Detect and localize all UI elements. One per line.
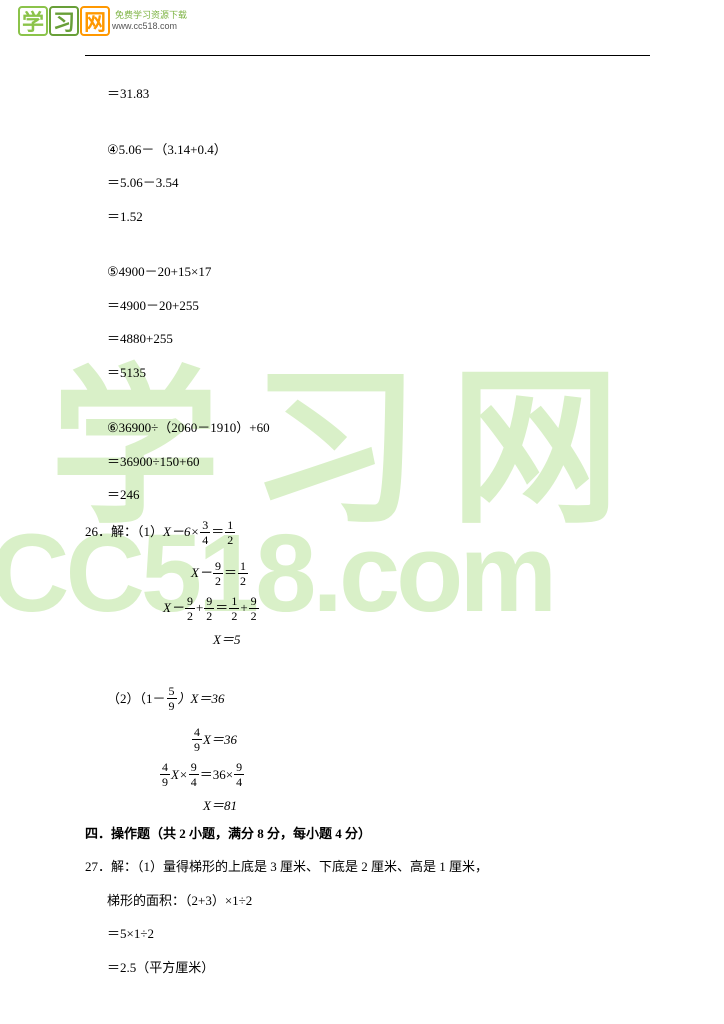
q26-line2: X－ 92 ＝ 12	[85, 560, 650, 587]
calc-line: ＝4880+255	[85, 329, 650, 349]
q26-line3: X－ 92 + 92 ＝ 12 + 92	[85, 595, 650, 622]
logo-url: www.cc518.com	[112, 21, 187, 31]
calc-line: ⑥36900÷（2060－1910）+60	[85, 418, 650, 438]
calc-line: ＝31.83	[85, 84, 650, 104]
q26-p2eq4: X＝81	[203, 796, 237, 816]
eq-sign: ＝	[211, 522, 224, 542]
fraction: 94	[234, 761, 244, 788]
logo-char-2: 习	[49, 6, 79, 36]
logo-chars: 学 习 网	[18, 6, 110, 36]
fraction: 49	[160, 761, 170, 788]
q27-line4: ＝2.5（平方厘米）	[85, 958, 650, 978]
logo-side: 免费学习资源下载 www.cc518.com	[112, 11, 187, 31]
fraction: 92	[213, 560, 223, 587]
calc-line: ＝1.52	[85, 207, 650, 227]
calc-line: ＝5135	[85, 363, 650, 383]
q26-part2-line2: 49 X＝36	[85, 726, 650, 753]
fraction: 12	[229, 595, 239, 622]
fraction: 59	[167, 685, 177, 712]
q26-line4: X＝5	[85, 630, 650, 650]
calc-line: ＝246	[85, 485, 650, 505]
q26-p2-b: ）X＝36	[178, 689, 225, 709]
calc-line: ＝5.06－3.54	[85, 173, 650, 193]
q26-eq1-a: X－6×	[163, 522, 199, 542]
q27-line2: 梯形的面积：（2+3）×1÷2	[85, 891, 650, 911]
fraction: 12	[225, 519, 235, 546]
q26-p2eq2-b: X＝36	[203, 730, 237, 750]
q26-eq3-a: X－	[163, 598, 184, 618]
document-content: ＝31.83 ④5.06－（3.14+0.4） ＝5.06－3.54 ＝1.52…	[85, 84, 650, 977]
eq-sign: ＝	[224, 563, 237, 583]
fraction: 92	[204, 595, 214, 622]
q26-eq2-a: X－	[191, 563, 212, 583]
q26-p2-a: （2）（1－	[107, 689, 166, 709]
q27-line1: 27．解：（1）量得梯形的上底是 3 厘米、下底是 2 厘米、高是 1 厘米，	[85, 857, 650, 877]
q26-p2eq3-a: X×	[171, 765, 188, 785]
header-rule	[85, 55, 650, 56]
q26-line1: 26．解：（1） X－6× 34 ＝ 12	[85, 519, 650, 546]
q26-part2-line1: （2）（1－ 59 ）X＝36	[85, 685, 650, 712]
fraction: 12	[238, 560, 248, 587]
document-page: ＝31.83 ④5.06－（3.14+0.4） ＝5.06－3.54 ＝1.52…	[85, 55, 650, 991]
fraction: 92	[185, 595, 195, 622]
q26-part2-line4: X＝81	[85, 796, 650, 816]
logo-char-1: 学	[18, 6, 48, 36]
q26-part2-line3: 49 X× 94 ＝36× 94	[85, 761, 650, 788]
logo-char-3: 网	[80, 6, 110, 36]
calc-line: ＝36900÷150+60	[85, 452, 650, 472]
logo-tagline: 免费学习资源下载	[115, 11, 187, 21]
q27-line3: ＝5×1÷2	[85, 924, 650, 944]
eq-sign: ＝	[215, 598, 228, 618]
plus-sign: +	[196, 598, 203, 618]
calc-line: ⑤4900－20+15×17	[85, 262, 650, 282]
q26-eq4: X＝5	[213, 630, 240, 650]
fraction: 34	[200, 519, 210, 546]
q26-prefix: 26．解：（1）	[85, 522, 163, 542]
fraction: 49	[192, 726, 202, 753]
calc-line: ④5.06－（3.14+0.4）	[85, 140, 650, 160]
section-4-title: 四．操作题（共 2 小题，满分 8 分，每小题 4 分）	[85, 824, 650, 844]
plus-sign: +	[240, 598, 247, 618]
fraction: 94	[189, 761, 199, 788]
q26-p2eq3-m: ＝36×	[200, 765, 233, 785]
fraction: 92	[249, 595, 259, 622]
calc-line: ＝4900－20+255	[85, 296, 650, 316]
site-logo: 学 习 网 免费学习资源下载 www.cc518.com	[18, 6, 187, 36]
